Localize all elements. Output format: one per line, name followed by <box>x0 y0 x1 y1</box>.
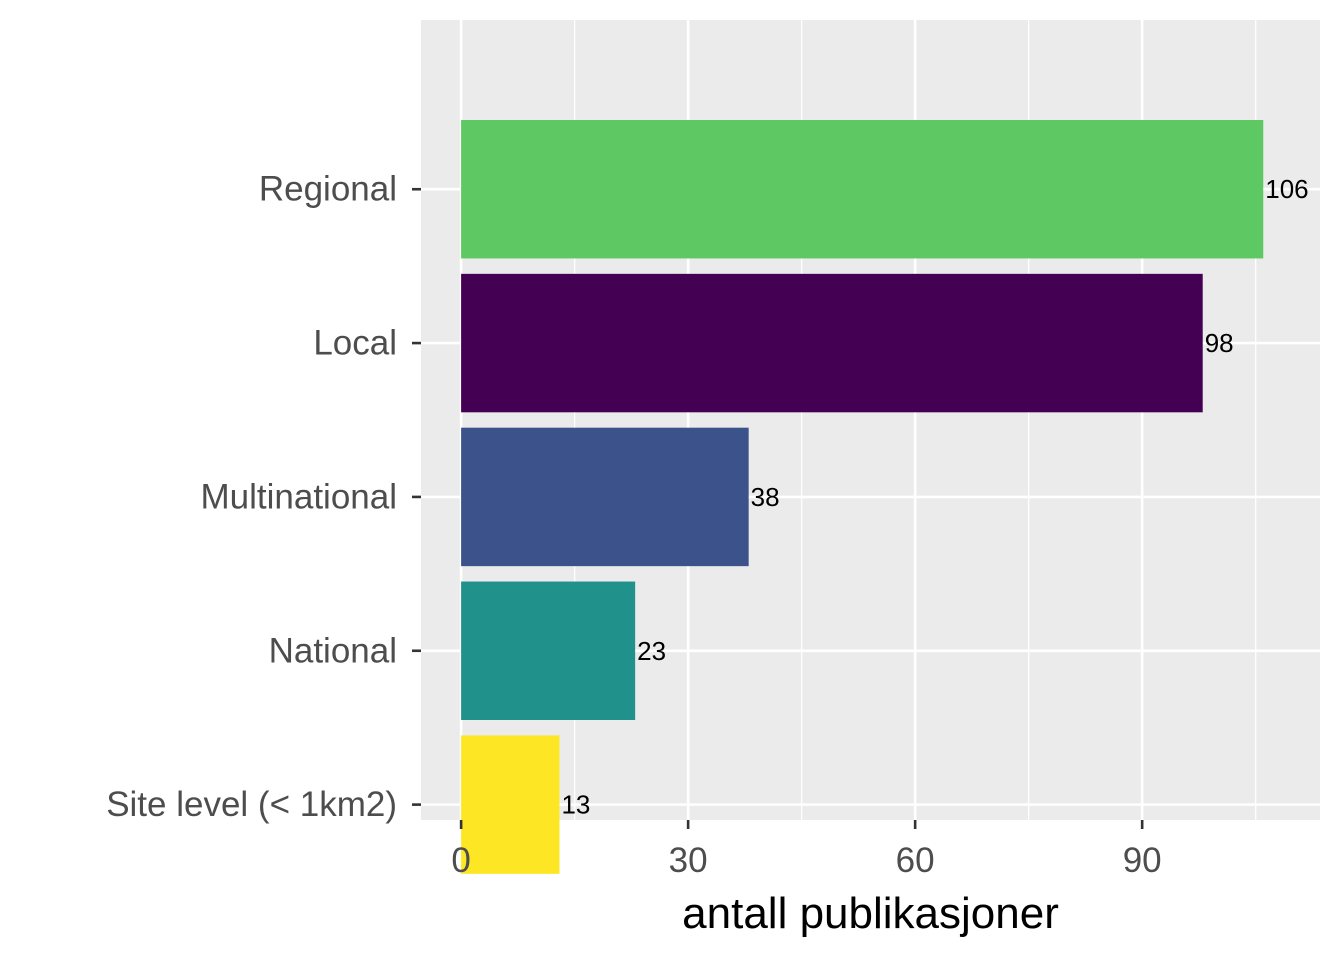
data-label: 106 <box>1265 174 1308 204</box>
y-tick-label: National <box>269 631 397 670</box>
bar <box>461 735 560 874</box>
data-label: 23 <box>637 636 666 666</box>
bar <box>461 273 1203 413</box>
data-label: 13 <box>561 790 590 820</box>
x-tick-label: 60 <box>896 841 935 880</box>
x-tick-label: 0 <box>451 841 470 880</box>
y-axis: Regional Local Multinational National Site l… <box>106 170 421 824</box>
bar <box>461 427 749 567</box>
bar <box>461 120 1264 259</box>
y-tick-label: Regional <box>259 170 397 209</box>
y-tick-label: Multinational <box>201 477 398 516</box>
x-tick-label: 30 <box>669 841 708 880</box>
data-label: 38 <box>751 482 780 512</box>
y-tick-label: Local <box>313 324 397 363</box>
x-tick-label: 90 <box>1123 841 1162 880</box>
data-label: 98 <box>1205 328 1234 358</box>
y-tick-label: Site level (< 1km2) <box>106 785 397 824</box>
bar <box>461 581 636 720</box>
data-labels: 106 98 38 23 13 <box>561 174 1308 819</box>
x-axis-title: antall publikasjoner <box>682 889 1059 938</box>
bars <box>461 120 1264 874</box>
x-axis: 0 30 60 90 <box>451 820 1162 880</box>
